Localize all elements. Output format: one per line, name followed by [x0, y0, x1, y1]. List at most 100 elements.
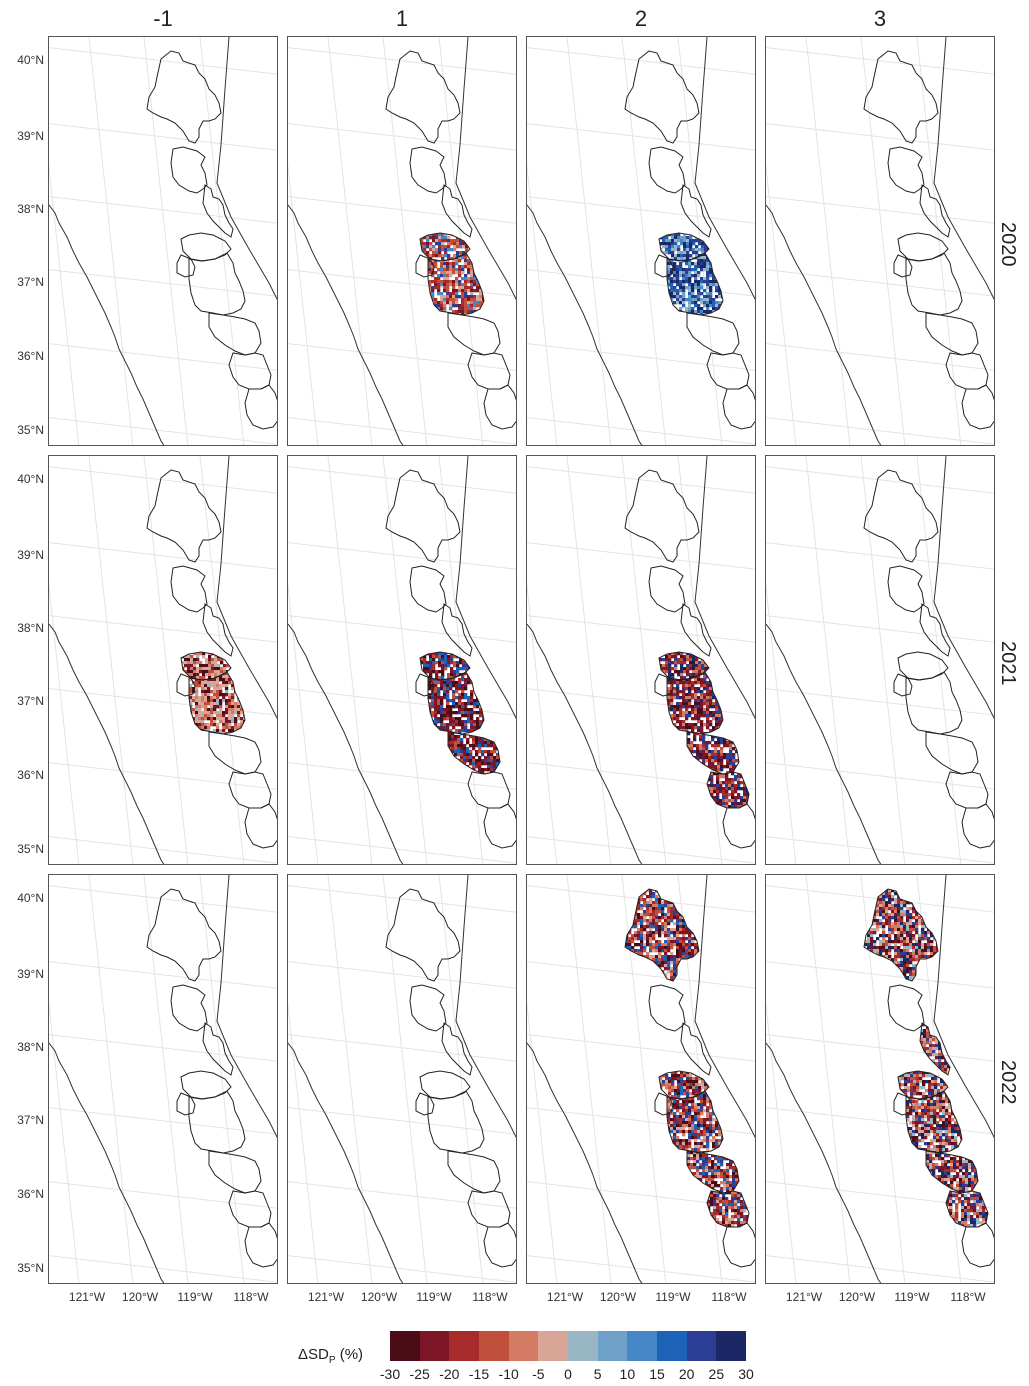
latitude-gridline: [527, 417, 755, 445]
legend-tick-label: 5: [593, 1366, 602, 1382]
basin-outline-upper-san-joaquin: [897, 651, 949, 681]
column-title: 3: [873, 6, 887, 31]
legend-title-main: ΔSD: [298, 1346, 329, 1363]
map-panel: [48, 36, 278, 446]
longitude-label: 119°W: [894, 1290, 930, 1304]
basin-change-fill: [428, 253, 484, 315]
legend-color-bar: [390, 1331, 747, 1361]
longitude-gridline: [527, 1000, 558, 1283]
latitude-label: 37°N: [17, 694, 44, 708]
basin-outline-tule: [945, 352, 989, 390]
longitude-gridline: [566, 456, 612, 864]
basin-outline-kaweah: [208, 312, 262, 356]
longitude-gridline: [766, 581, 797, 864]
column-title: -1: [153, 6, 173, 31]
legend-swatch: [657, 1331, 687, 1361]
basin-outline-kern: [483, 384, 516, 430]
longitude-gridline: [438, 875, 484, 1283]
latitude-gridline: [288, 885, 516, 913]
graticule: [49, 875, 277, 1283]
state-border: [455, 456, 516, 720]
basin-outline-kings: [905, 1090, 963, 1154]
basin-outline-yuba: [887, 565, 925, 613]
basin-change-fill: [707, 1191, 749, 1227]
basin-outline-kaweah: [925, 1150, 979, 1194]
basin-outline-east-walker: [919, 1022, 951, 1076]
map-panel: [526, 36, 756, 446]
basin-outline-kings: [905, 252, 963, 316]
coastline: [766, 623, 882, 864]
basin-change-fill: [864, 889, 938, 981]
graticule: [288, 37, 516, 445]
latitude-gridline: [766, 1107, 994, 1135]
basin-change-fill: [687, 732, 739, 774]
basin-outline-kings: [666, 1090, 724, 1154]
legend-tick-label: 20: [678, 1366, 695, 1382]
legend-tick-label: -10: [498, 1366, 519, 1382]
basin-outline-kern: [961, 1222, 994, 1268]
latitude-label: 39°N: [17, 129, 44, 143]
latitude-label: 36°N: [17, 768, 44, 782]
basin-outline-kern: [722, 1222, 755, 1268]
longitude-label: 118°W: [233, 1290, 269, 1304]
basin-change-fill: [428, 672, 484, 734]
latitude-gridline: [766, 417, 994, 445]
latitude-gridline: [766, 688, 994, 716]
basin-outline-feather: [146, 50, 222, 144]
basin-change-fill: [906, 1091, 962, 1153]
color-legend: ΔSDP (%) -30 -25 -20 -15 -10 -5 0 5 10 15 20 25 30: [290, 1328, 760, 1386]
longitude-label: 121°W: [68, 1290, 106, 1304]
map-panel: [287, 455, 517, 865]
state-border: [933, 37, 994, 301]
basin-change-fill: [448, 732, 500, 774]
basin-outline-upper-san-joaquin: [658, 651, 710, 681]
latitude-gridline: [49, 1107, 277, 1135]
latitude-gridline: [288, 466, 516, 494]
coastline: [527, 204, 643, 445]
basin-outline-tule: [228, 771, 272, 809]
longitude-label: 121°W: [785, 1290, 823, 1304]
basin-outline-kern: [483, 1222, 516, 1268]
graticule: [527, 37, 755, 445]
basin-outline-yuba: [409, 146, 447, 194]
longitude-gridline: [382, 456, 428, 864]
latitude-label: 35°N: [17, 1261, 44, 1275]
graticule: [527, 456, 755, 864]
latitude-gridline: [766, 1255, 994, 1283]
longitude-label: 118°W: [711, 1290, 747, 1304]
longitude-gridline: [288, 581, 319, 864]
basin-outline-tule: [467, 352, 511, 390]
legend-tick-label: -5: [532, 1366, 545, 1382]
basin-outline-kern: [244, 384, 277, 430]
basin-outline-kings: [188, 252, 246, 316]
latitude-gridline: [288, 343, 516, 371]
latitude-gridline: [766, 1034, 994, 1062]
legend-swatch: [686, 1331, 717, 1361]
basin-outline-feather: [624, 50, 700, 144]
basin-outline-yuba: [170, 565, 208, 613]
basin-outline-yuba: [887, 146, 925, 194]
basin-change-fill: [189, 672, 245, 734]
map-panel: [48, 874, 278, 1284]
basin-outline-tule: [467, 1190, 511, 1228]
map-canvas: [527, 37, 755, 445]
basin-outline-kaweah: [447, 312, 501, 356]
basin-outline-feather: [385, 888, 461, 982]
latitude-gridline: [49, 836, 277, 864]
latitude-gridline: [766, 542, 994, 570]
state-border: [694, 456, 755, 720]
latitude-gridline: [288, 615, 516, 643]
latitude-gridline: [49, 885, 277, 913]
longitude-gridline: [766, 1000, 797, 1283]
longitude-gridline: [88, 875, 134, 1283]
basin-outline-tule: [467, 771, 511, 809]
basin-outline-feather: [146, 888, 222, 982]
basin-outline-kaweah: [925, 731, 979, 775]
map-canvas: [49, 37, 277, 445]
basin-outline-kings: [188, 1090, 246, 1154]
latitude-gridline: [288, 417, 516, 445]
longitude-label: 118°W: [950, 1290, 986, 1304]
longitude-gridline: [566, 37, 612, 445]
latitude-gridline: [288, 269, 516, 297]
basin-outline-yuba: [170, 984, 208, 1032]
